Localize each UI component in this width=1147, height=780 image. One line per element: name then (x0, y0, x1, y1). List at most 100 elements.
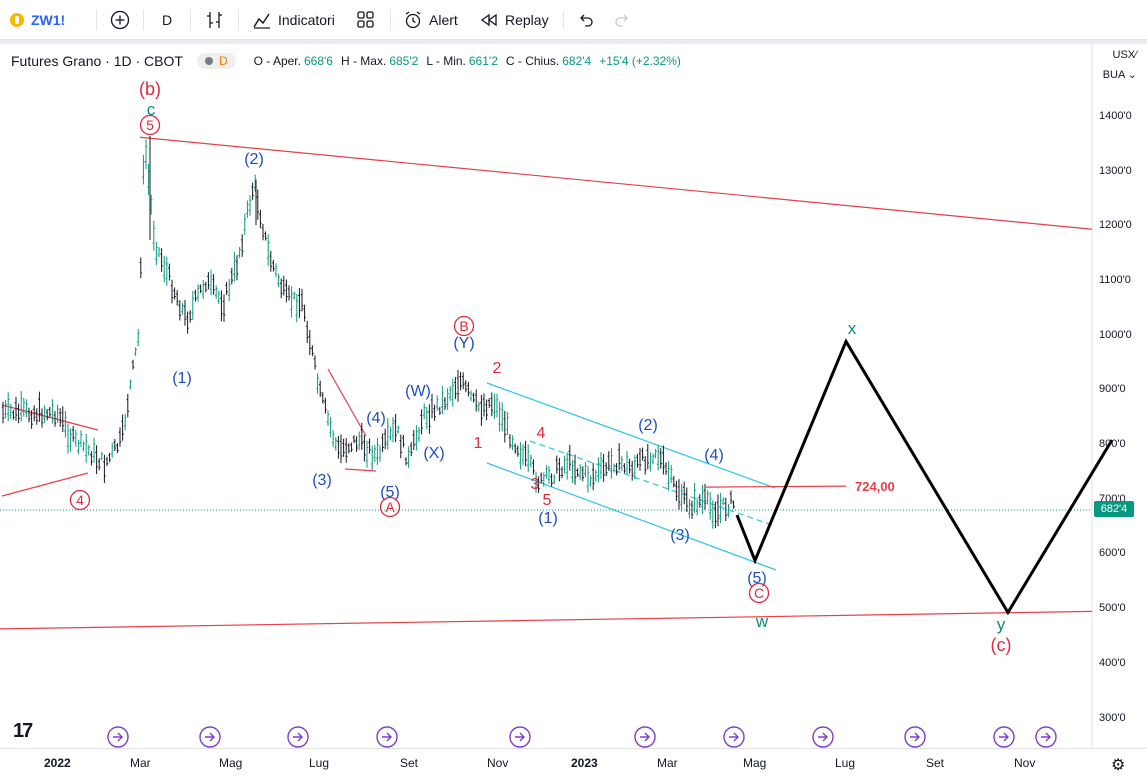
plus-circle-icon (110, 10, 130, 30)
price-tick-label: 1100'0 (1099, 274, 1131, 286)
toolbar-divider (143, 10, 144, 30)
price-tick-label: 600'0 (1099, 547, 1126, 559)
channel-median-line (529, 440, 776, 527)
red-wave-label: (b) (139, 79, 161, 99)
red-wave-label: 2 (493, 360, 502, 377)
date-tick-label: Lug (309, 756, 330, 770)
close-key: C - Chius. (505, 54, 560, 68)
circled-wave-label-circle (379, 496, 401, 518)
channel-lower-line (486, 462, 777, 571)
projection-path (735, 338, 1114, 616)
date-tick-label: Nov (487, 756, 509, 770)
currency-suffix: ⁄ (1135, 49, 1137, 61)
price-tick-label: 800'0 (1099, 438, 1126, 450)
event-marker-arrow-icon (293, 732, 303, 742)
replay-button[interactable]: Replay (481, 8, 549, 32)
interval-button[interactable]: D (162, 8, 172, 32)
chart-frame-top (0, 40, 1147, 44)
blue-wave-label: (2) (244, 151, 264, 168)
wedge-lower-line (344, 468, 377, 472)
price-tick-label: 1200'0 (1099, 219, 1132, 231)
green-wave-label: c (147, 100, 156, 119)
date-tick-label: Mag (219, 756, 243, 770)
event-marker-arrow-icon (205, 732, 215, 742)
layout-grid-icon (357, 11, 374, 28)
blue-wave-label: (4) (704, 447, 724, 464)
currency-label: USX (1112, 49, 1136, 61)
price-tick-label: 400'0 (1099, 657, 1126, 669)
red-wave-label: 3 (531, 476, 540, 493)
settings-gear-icon[interactable]: ⚙ (1111, 757, 1126, 774)
triangle-upper-line (1, 404, 99, 431)
event-marker-arrow-icon (1041, 732, 1051, 742)
candles-icon (207, 12, 222, 28)
compare-button[interactable] (110, 8, 130, 32)
change-value: +15'4 (+2.32%) (599, 54, 681, 68)
open-value: 668'6 (303, 54, 333, 68)
triangle-lower-line (1, 472, 89, 497)
price-chart[interactable]: 724,00 (2) (1) (3) (4) (5) (W) (X) (Y) (1) (2) (3) (… (0, 44, 1147, 748)
lower-support-trendline (0, 610, 1093, 630)
price-tick-label: 1300'0 (1099, 165, 1132, 177)
undo-button[interactable] (577, 8, 595, 32)
date-tick-label: Lug (835, 756, 856, 770)
event-marker-arrow-icon (999, 732, 1009, 742)
event-marker-arrow-icon (818, 732, 828, 742)
high-key: H - Max. (340, 54, 387, 68)
toolbar-divider (563, 10, 564, 30)
red-wave-label: 5 (543, 492, 552, 509)
circled-wave-label-circle (748, 582, 770, 604)
unit-label: BUA (1102, 69, 1125, 81)
wedge-upper-line (327, 368, 367, 437)
chart-type-button[interactable] (205, 8, 225, 32)
toolbar-divider (390, 10, 391, 30)
date-tick-label: 2023 (571, 756, 598, 770)
circled-wave-label: A (385, 499, 395, 515)
toolbar-divider (190, 10, 191, 30)
blue-wave-label: (1) (172, 370, 192, 387)
price-tick-label: 900'0 (1099, 383, 1126, 395)
blue-wave-label: (5) (380, 484, 400, 501)
price-tick-label: 1400'0 (1099, 110, 1132, 122)
symbol-search-button[interactable]: ZW1! (10, 8, 65, 32)
tradingview-logo: 17 (13, 720, 33, 742)
event-marker-arrow-icon (640, 732, 650, 742)
event-marker-arrow-icon (729, 732, 739, 742)
high-value: 685'2 (389, 54, 419, 68)
currency-selector[interactable]: USX⁄ (1113, 49, 1137, 61)
interval-label: D (162, 12, 173, 28)
chevron-down-icon: ⌄ (1127, 69, 1137, 81)
date-tick-label: Mar (657, 756, 678, 770)
top-toolbar: ZW1! D Indicatori Alert Replay (0, 0, 1147, 40)
rewind-icon (481, 13, 497, 27)
blue-wave-label: (2) (638, 417, 658, 434)
level-724-line (705, 485, 847, 488)
date-tick-label: Set (400, 756, 419, 770)
time-axis[interactable] (0, 748, 1147, 780)
unit-selector[interactable]: BUA ⌄ (1103, 68, 1137, 81)
upper-resistance-trendline (139, 136, 1093, 230)
circled-wave-label: C (754, 585, 764, 601)
templates-button[interactable] (356, 8, 376, 32)
redo-button[interactable] (613, 8, 631, 32)
blue-wave-label: (3) (670, 527, 690, 544)
blue-wave-label: (X) (423, 445, 444, 462)
blue-wave-label: (5) (747, 570, 767, 587)
indicators-button[interactable]: Indicatori (252, 8, 335, 32)
event-marker-arrow-icon (910, 732, 920, 742)
circled-wave-label: 5 (146, 117, 154, 133)
green-wave-label: w (755, 612, 769, 631)
event-marker-arrow-icon (515, 732, 525, 742)
red-wave-label: 4 (537, 425, 546, 442)
indicators-icon (253, 13, 270, 29)
market-status-badge[interactable]: D (196, 53, 236, 69)
blue-wave-label: (3) (312, 472, 332, 489)
price-tick-label: 1000'0 (1099, 329, 1132, 341)
alarm-clock-icon (405, 11, 421, 29)
low-key: L - Min. (426, 54, 466, 68)
close-value: 682'4 (562, 54, 592, 68)
alert-button[interactable]: Alert (403, 8, 458, 32)
blue-wave-label: (W) (405, 383, 431, 400)
chart-legend: Futures Grano · 1D · CBOT D O - Aper. 66… (11, 52, 689, 70)
red-wave-label: (c) (991, 635, 1012, 655)
